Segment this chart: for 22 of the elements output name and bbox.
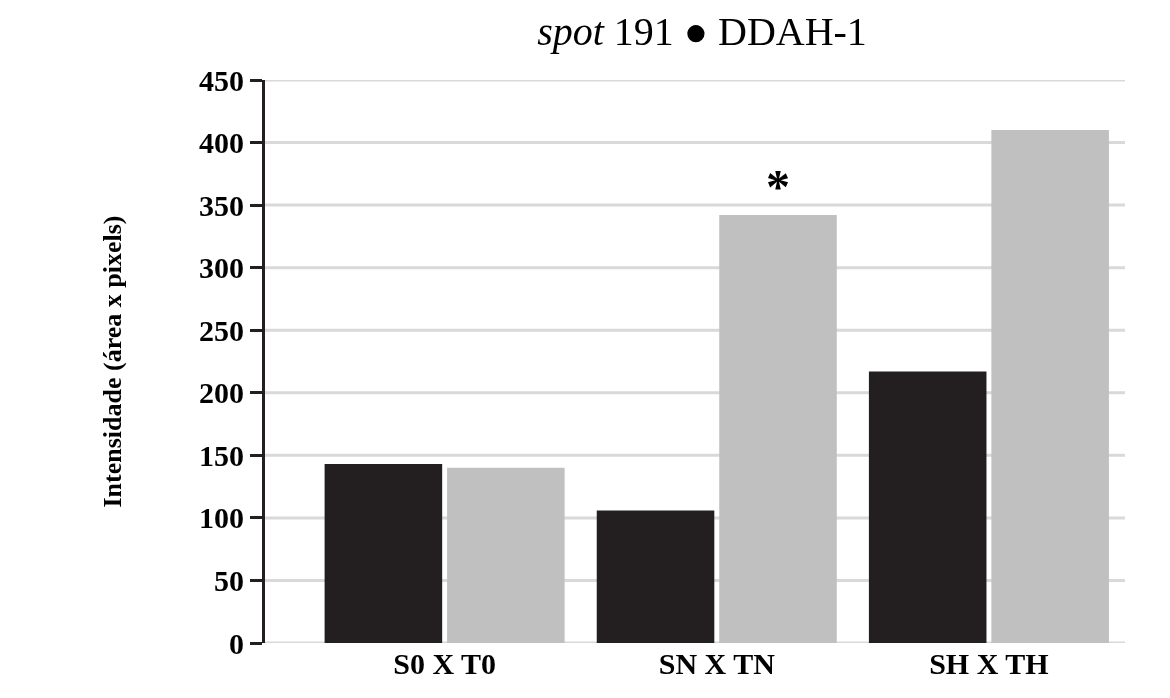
chart-title: spot 191 ● DDAH-1 [537,9,867,55]
bar [868,371,987,643]
bar [447,467,565,643]
y-tick-label: 150 [199,438,244,472]
y-tick-label: 100 [199,501,244,535]
x-tick-label: S0 X T0 [393,647,497,680]
bar [719,215,837,643]
annotation: * [766,160,790,213]
y-tick-label: 400 [199,126,244,160]
y-tick-label: 450 [199,63,244,97]
y-tick-label: 0 [229,626,244,660]
x-tick-label: SH X TH [929,647,1049,680]
bar [324,464,443,643]
y-axis-title: Intensidade (área x pixels) [98,215,128,508]
y-tick-label: 200 [199,376,244,410]
y-tick-label: 300 [199,251,244,285]
x-tick-label: SN X TN [658,647,776,680]
y-tick-label: 350 [199,188,244,222]
bar [596,510,715,643]
bar [991,130,1109,643]
y-tick-label: 50 [214,563,244,597]
y-tick-label: 250 [199,313,244,347]
